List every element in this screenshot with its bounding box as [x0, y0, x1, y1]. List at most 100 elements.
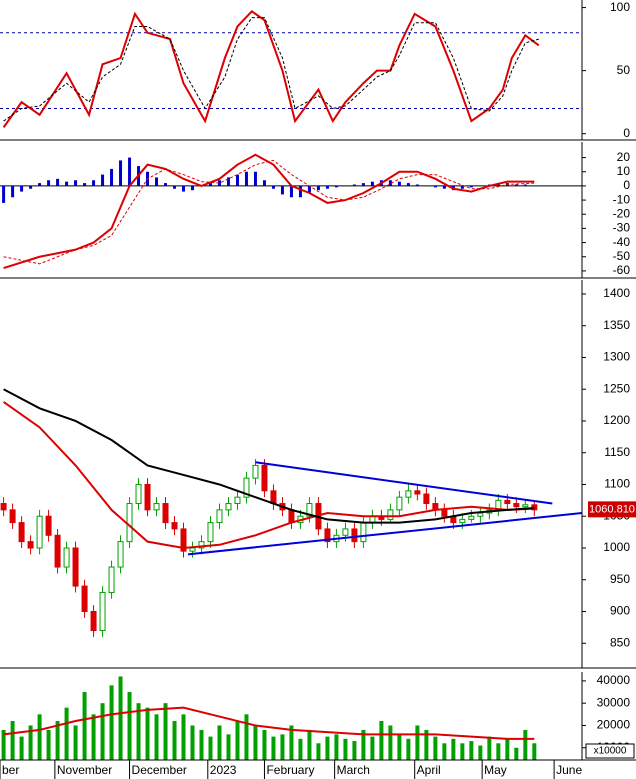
histogram-bar — [235, 174, 239, 186]
volume-bar — [1, 729, 6, 760]
candle-body — [117, 541, 124, 568]
volume-bar — [415, 725, 420, 760]
histogram-bar — [11, 185, 15, 198]
macd-line — [3, 153, 535, 270]
histogram-bar — [460, 185, 464, 189]
candle-body — [513, 503, 520, 508]
y-tick-label: -30 — [613, 221, 631, 235]
panel — [0, 153, 582, 270]
volume-bar — [154, 714, 159, 760]
volume-bar — [127, 692, 132, 760]
y-tick-label: 50 — [617, 63, 631, 77]
histogram-bar — [523, 184, 527, 186]
x-tick-label: March — [337, 763, 370, 777]
histogram-bar — [2, 185, 6, 203]
candle-body — [180, 528, 187, 552]
histogram-bar — [20, 185, 24, 192]
volume-bar — [244, 714, 249, 760]
y-tick-label: 950 — [610, 572, 630, 586]
y-tick-label: 10 — [617, 164, 631, 178]
candle-body — [54, 534, 61, 568]
volume-bar — [64, 707, 69, 760]
volume-bar — [262, 729, 267, 760]
panel — [0, 10, 582, 128]
y-tick-label: 1400 — [603, 286, 630, 300]
histogram-bar — [173, 185, 177, 189]
volume-bar — [109, 685, 114, 760]
volume-bar — [334, 734, 339, 760]
histogram-bar — [406, 183, 410, 186]
oscillator-line — [3, 17, 539, 122]
histogram-bar — [334, 185, 338, 188]
candle-body — [45, 515, 52, 536]
volume-bar — [181, 714, 186, 760]
histogram-bar — [65, 181, 69, 186]
y-tick-label: 0 — [623, 126, 630, 140]
candle-body — [108, 566, 115, 593]
volume-bar — [325, 736, 330, 760]
trendline — [255, 461, 553, 505]
histogram-bar — [388, 180, 392, 186]
candle-body — [459, 518, 466, 524]
candle-body — [216, 509, 223, 524]
candle-body — [72, 547, 79, 587]
volume-bar — [343, 738, 348, 760]
moving-average — [3, 388, 535, 524]
volume-bar — [397, 734, 402, 760]
histogram-bar — [307, 185, 311, 193]
volume-bar — [37, 714, 42, 760]
volume-bar — [208, 736, 213, 760]
volume-bar — [514, 747, 519, 760]
y-tick-label: 1350 — [603, 318, 630, 332]
histogram-bar — [442, 185, 446, 189]
candle-body — [198, 541, 205, 549]
candle-body — [306, 503, 313, 517]
histogram-bar — [415, 184, 419, 186]
volume-bar — [433, 736, 438, 760]
volume-bar — [118, 676, 123, 760]
volume-bar — [73, 725, 78, 760]
candle-body — [144, 483, 151, 511]
candle-body — [324, 528, 331, 543]
histogram-bar — [289, 185, 293, 198]
candle-body — [504, 499, 511, 505]
volume-bar — [19, 736, 24, 760]
histogram-bar — [101, 174, 105, 186]
candle-body — [522, 504, 529, 508]
y-tick-label: 20000 — [597, 718, 631, 732]
histogram-bar — [244, 171, 248, 186]
volume-bar — [316, 743, 321, 760]
candle-body — [162, 503, 169, 524]
volume-bar — [235, 721, 240, 760]
y-tick-label: -40 — [613, 235, 631, 249]
volume-bar — [442, 743, 447, 760]
volume-bar — [199, 729, 204, 760]
candle-body — [405, 490, 412, 498]
histogram-bar — [514, 184, 518, 186]
histogram-bar — [119, 160, 123, 186]
y-tick-label: 1000 — [603, 540, 630, 554]
volume-bar — [487, 736, 492, 760]
histogram-bar — [298, 185, 302, 198]
candle-body — [414, 490, 421, 495]
candle-body — [468, 515, 475, 520]
histogram-bar — [361, 183, 365, 186]
candle-body — [81, 585, 88, 612]
volume-bar — [532, 743, 537, 760]
y-tick-label: 20 — [617, 150, 631, 164]
candle-body — [441, 509, 448, 517]
candle-body — [135, 483, 142, 505]
histogram-bar — [253, 171, 257, 186]
histogram-bar — [29, 185, 33, 189]
volume-bar — [451, 738, 456, 760]
y-tick-label: 900 — [610, 604, 630, 618]
candle-body — [171, 522, 178, 530]
volume-bar — [307, 729, 312, 760]
y-tick-label: 1100 — [604, 477, 630, 491]
histogram-bar — [182, 185, 186, 192]
volume-bar — [10, 721, 15, 760]
candle-body — [99, 591, 106, 632]
candle-body — [396, 496, 403, 511]
histogram-bar — [262, 180, 266, 186]
